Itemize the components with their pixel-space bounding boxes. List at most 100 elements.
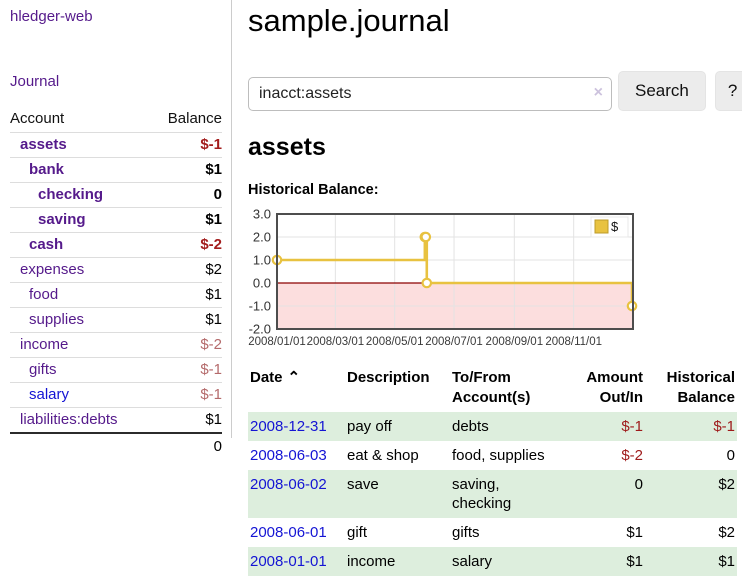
accounts-table: Account Balance assets $-1 bank $1 check… [10, 106, 222, 459]
account-row: assets $-1 [10, 133, 222, 158]
y-axis-tick-label: 2.0 [253, 230, 271, 245]
account-link[interactable]: bank [29, 161, 64, 178]
account-balance: $1 [151, 308, 222, 333]
transaction-date-link[interactable]: 2008-06-01 [250, 524, 327, 541]
account-row: expenses $2 [10, 258, 222, 283]
account-row: supplies $1 [10, 308, 222, 333]
account-row: cash $-2 [10, 233, 222, 258]
account-column-header: Account [10, 106, 151, 133]
cell-description: gift [345, 518, 450, 547]
legend-swatch [595, 220, 608, 233]
data-point-marker [423, 279, 431, 287]
accounts-total-row: 0 [10, 433, 222, 459]
account-row: salary $-1 [10, 383, 222, 408]
transaction-row[interactable]: 2008-12-31 pay off debts $-1 $-1 [248, 412, 737, 441]
search-bar: × Search ? [248, 71, 740, 111]
historical-balance-chart: $3.02.01.00.0-1.0-2.02008/01/012008/03/0… [248, 202, 740, 352]
account-balance: $2 [151, 258, 222, 283]
account-link[interactable]: income [20, 336, 68, 353]
account-row: bank $1 [10, 158, 222, 183]
account-balance: $1 [151, 208, 222, 233]
cell-accounts: gifts [450, 518, 562, 547]
transaction-row[interactable]: 2008-01-01 income salary $1 $1 [248, 547, 737, 576]
x-axis-tick-label: 2008/09/01 [486, 336, 544, 348]
transaction-date-link[interactable]: 2008-12-31 [250, 418, 327, 435]
cell-accounts: saving, checking [450, 470, 562, 518]
account-link[interactable]: salary [29, 386, 69, 403]
y-axis-tick-label: 3.0 [253, 207, 271, 222]
help-button[interactable]: ? [715, 71, 742, 111]
x-axis-tick-label: 2008/05/01 [366, 336, 424, 348]
cell-balance: 0 [645, 441, 737, 470]
account-row: food $1 [10, 283, 222, 308]
account-link[interactable]: food [29, 286, 58, 303]
register-header-row: Date⌃ Description To/From Account(s) Amo… [248, 366, 737, 412]
data-point-marker [422, 233, 430, 241]
account-balance: $-2 [151, 233, 222, 258]
transaction-row[interactable]: 2008-06-02 save saving, checking 0 $2 [248, 470, 737, 518]
cell-balance: $2 [645, 518, 737, 547]
transaction-row[interactable]: 2008-06-01 gift gifts $1 $2 [248, 518, 737, 547]
cell-accounts: food, supplies [450, 441, 562, 470]
account-link[interactable]: saving [38, 211, 86, 228]
cell-balance: $-1 [645, 412, 737, 441]
cell-accounts: debts [450, 412, 562, 441]
account-link[interactable]: liabilities:debts [20, 411, 118, 428]
account-balance: $1 [151, 408, 222, 434]
clear-search-icon[interactable]: × [594, 85, 603, 101]
account-balance: $-1 [151, 383, 222, 408]
account-link[interactable]: supplies [29, 311, 84, 328]
cell-amount: 0 [562, 470, 645, 518]
account-row: income $-2 [10, 333, 222, 358]
search-button[interactable]: Search [618, 71, 706, 111]
account-link[interactable]: gifts [29, 361, 57, 378]
transaction-date-link[interactable]: 2008-01-01 [250, 553, 327, 570]
account-balance: $1 [151, 283, 222, 308]
x-axis-tick-label: 2008/11/01 [545, 336, 602, 348]
app-brand[interactable]: hledger-web [10, 8, 231, 25]
x-axis-tick-label: 2008/07/01 [425, 336, 483, 348]
x-axis-tick-label: 2008/03/01 [307, 336, 365, 348]
transaction-row[interactable]: 2008-06-03 eat & shop food, supplies $-2… [248, 441, 737, 470]
cell-amount: $-2 [562, 441, 645, 470]
account-link[interactable]: checking [38, 186, 103, 203]
description-column-header: Description [345, 366, 450, 412]
historical-balance-label: Historical Balance: [248, 182, 740, 198]
sidebar: hledger-web Journal Account Balance asse… [0, 0, 232, 438]
transaction-date-link[interactable]: 2008-06-03 [250, 447, 327, 464]
balance-chart-container: $3.02.01.00.0-1.0-2.02008/01/012008/03/0… [248, 202, 740, 352]
register-table: Date⌃ Description To/From Account(s) Amo… [248, 366, 737, 576]
account-link[interactable]: cash [29, 236, 63, 253]
search-input[interactable] [248, 77, 612, 111]
account-link[interactable]: assets [20, 136, 67, 153]
x-axis-tick-label: 2008/01/01 [248, 336, 306, 348]
account-balance: $1 [151, 158, 222, 183]
account-balance: $-2 [151, 333, 222, 358]
cell-description: pay off [345, 412, 450, 441]
y-axis-tick-label: -1.0 [249, 299, 271, 314]
cell-balance: $2 [645, 470, 737, 518]
cell-description: income [345, 547, 450, 576]
sort-asc-icon: ⌃ [288, 369, 301, 386]
cell-balance: $1 [645, 547, 737, 576]
account-link[interactable]: expenses [20, 261, 84, 278]
account-balance: 0 [151, 183, 222, 208]
cell-description: save [345, 470, 450, 518]
y-axis-tick-label: -2.0 [249, 322, 271, 337]
y-axis-tick-label: 1.0 [253, 253, 271, 268]
accounts-table-header: Account Balance [10, 106, 222, 133]
cell-accounts: salary [450, 547, 562, 576]
account-row: liabilities:debts $1 [10, 408, 222, 434]
account-row: saving $1 [10, 208, 222, 233]
accounts-column-header: To/From Account(s) [450, 366, 562, 412]
cell-amount: $1 [562, 518, 645, 547]
date-column-header[interactable]: Date⌃ [248, 366, 345, 412]
cell-amount: $1 [562, 547, 645, 576]
account-balance: $-1 [151, 133, 222, 158]
main-content: sample.journal × Search ? assets Histori… [248, 0, 740, 576]
account-row: checking 0 [10, 183, 222, 208]
transaction-date-link[interactable]: 2008-06-02 [250, 476, 327, 493]
journal-nav-link[interactable]: Journal [10, 73, 59, 90]
balance-column-header: Balance [151, 106, 222, 133]
cell-amount: $-1 [562, 412, 645, 441]
